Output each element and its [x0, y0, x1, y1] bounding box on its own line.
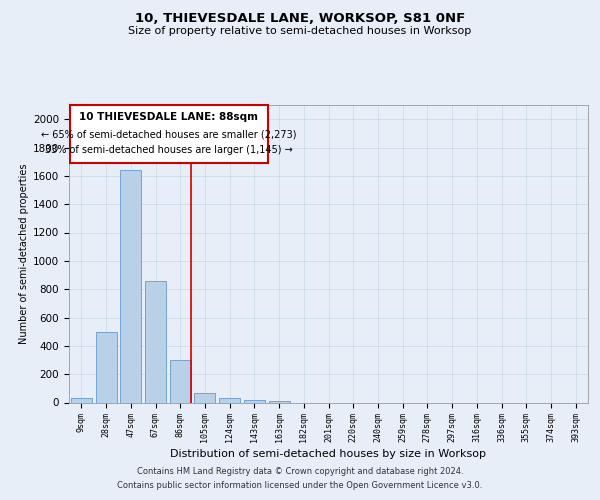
Bar — [95, 332, 116, 402]
Bar — [194, 394, 215, 402]
Text: 10, THIEVESDALE LANE, WORKSOP, S81 0NF: 10, THIEVESDALE LANE, WORKSOP, S81 0NF — [135, 12, 465, 26]
Bar — [219, 398, 240, 402]
Bar — [244, 400, 265, 402]
Text: 33% of semi-detached houses are larger (1,145) →: 33% of semi-detached houses are larger (… — [45, 144, 293, 154]
Text: Size of property relative to semi-detached houses in Worksop: Size of property relative to semi-detach… — [128, 26, 472, 36]
Y-axis label: Number of semi-detached properties: Number of semi-detached properties — [19, 164, 29, 344]
Text: ← 65% of semi-detached houses are smaller (2,273): ← 65% of semi-detached houses are smalle… — [41, 129, 296, 139]
Bar — [170, 360, 191, 403]
Text: Contains HM Land Registry data © Crown copyright and database right 2024.: Contains HM Land Registry data © Crown c… — [137, 466, 463, 475]
Bar — [120, 170, 141, 402]
Bar — [269, 401, 290, 402]
Text: 10 THIEVESDALE LANE: 88sqm: 10 THIEVESDALE LANE: 88sqm — [79, 112, 258, 122]
Bar — [71, 398, 92, 402]
Text: Contains public sector information licensed under the Open Government Licence v3: Contains public sector information licen… — [118, 480, 482, 490]
Bar — [145, 280, 166, 402]
X-axis label: Distribution of semi-detached houses by size in Worksop: Distribution of semi-detached houses by … — [170, 449, 487, 459]
